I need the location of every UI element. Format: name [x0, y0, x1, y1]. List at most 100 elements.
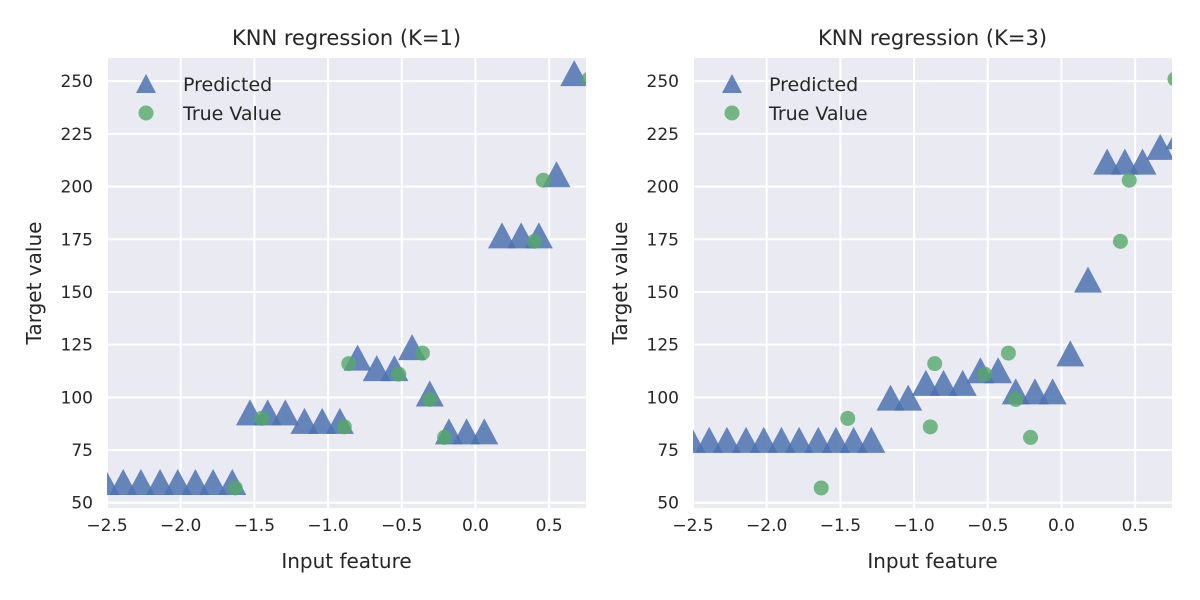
legend-label: True Value — [768, 103, 868, 125]
true-value-point — [840, 410, 856, 426]
x-tick-label: −2.0 — [160, 516, 201, 536]
predicted-point — [767, 426, 796, 453]
legend-label: Predicted — [769, 74, 858, 96]
predicted-point — [271, 399, 300, 426]
predicted-point — [1073, 266, 1102, 293]
x-tick-label: −1.0 — [307, 516, 348, 536]
true-value-point — [927, 356, 943, 372]
subplot-1: −2.5 −2.0 −1.5 −1.0 −0.5 0.0 0.5 50 75 100 125 150 1… — [22, 26, 586, 573]
x-tick-label: −0.5 — [967, 516, 1008, 536]
data-points — [693, 72, 1172, 496]
x-tick-label: −2.5 — [672, 516, 713, 536]
y-tick-label: 75 — [71, 441, 93, 461]
legend-label: True Value — [182, 103, 282, 125]
predicted-point — [126, 468, 155, 495]
predicted-point — [109, 468, 138, 495]
true-value-point — [977, 366, 993, 382]
x-tick-label: 0.5 — [1122, 516, 1149, 536]
true-value-point — [437, 429, 453, 445]
legend-triangle-icon — [722, 74, 742, 93]
true-value-point — [535, 172, 551, 188]
plot-area — [107, 58, 586, 508]
true-value-point — [1112, 233, 1128, 249]
true-value-point — [227, 480, 243, 496]
predicted-point — [1146, 133, 1172, 160]
true-value-point — [1000, 345, 1016, 361]
x-tick-label: −0.5 — [381, 516, 422, 536]
predicted-point — [1165, 136, 1172, 150]
legend-circle-icon — [138, 105, 154, 121]
true-value-point — [391, 366, 407, 382]
y-tick-label: 225 — [647, 125, 679, 145]
predicted-point — [1128, 148, 1157, 175]
predicted-point — [821, 426, 850, 453]
predicted-point — [804, 426, 833, 453]
predicted-point — [911, 369, 940, 396]
y-tick-label: 75 — [657, 441, 679, 461]
x-tick-label: −2.0 — [746, 516, 787, 536]
predicted-point — [452, 418, 481, 445]
y-tick-label: 125 — [61, 336, 93, 356]
chart-title: KNN regression (K=1) — [232, 26, 461, 50]
predicted-point — [876, 384, 905, 411]
y-tick-label: 50 — [71, 494, 93, 514]
subplot-2: −2.5 −2.0 −1.5 −1.0 −0.5 0.0 0.5 50 75 100 125 150 1… — [608, 26, 1172, 573]
x-axis-label: Input feature — [281, 549, 411, 573]
y-tick-label: 150 — [61, 283, 93, 303]
legend: Predicted True Value — [722, 74, 868, 125]
x-tick-label: 0.5 — [536, 516, 563, 536]
x-tick-label: 0.0 — [1048, 516, 1075, 536]
legend-triangle-icon — [136, 74, 156, 93]
predicted-point — [163, 468, 192, 495]
y-axis-label: Target value — [608, 222, 632, 346]
true-value-point — [1167, 72, 1172, 86]
true-value-point — [254, 410, 270, 426]
predicted-point — [749, 426, 778, 453]
predicted-point — [181, 468, 210, 495]
x-axis-label: Input feature — [867, 549, 997, 573]
y-tick-label: 175 — [61, 230, 93, 250]
predicted-point — [732, 426, 761, 453]
true-value-point — [813, 480, 829, 496]
y-tick-label: 250 — [647, 72, 679, 92]
series-true-value — [813, 72, 1172, 496]
y-tick-label: 225 — [61, 125, 93, 145]
predicted-point — [1020, 378, 1049, 405]
true-value-point — [581, 72, 586, 86]
y-tick-label: 200 — [61, 178, 93, 198]
y-axis-label: Target value — [22, 222, 46, 346]
predicted-point — [693, 429, 706, 453]
legend-circle-icon — [724, 105, 740, 121]
true-value-point — [1023, 429, 1039, 445]
predicted-point — [1093, 148, 1122, 175]
predicted-point — [839, 426, 868, 453]
true-value-point — [922, 419, 938, 435]
predicted-point — [894, 384, 923, 411]
true-value-point — [1121, 172, 1137, 188]
y-tick-label: 200 — [647, 178, 679, 198]
y-tick-label: 100 — [61, 388, 93, 408]
legend-label: Predicted — [183, 74, 272, 96]
x-tick-label: −1.0 — [893, 516, 934, 536]
predicted-point — [199, 468, 228, 495]
y-tick-label: 175 — [647, 230, 679, 250]
x-tick-label: 0.0 — [462, 516, 489, 536]
predicted-point — [695, 426, 724, 453]
predicted-point — [1110, 148, 1139, 175]
y-tick-label: 250 — [61, 72, 93, 92]
chart-title: KNN regression (K=3) — [818, 26, 1047, 50]
true-value-point — [526, 233, 542, 249]
y-tick-label: 100 — [647, 388, 679, 408]
true-value-point — [341, 356, 357, 372]
predicted-point — [948, 369, 977, 396]
y-tick-label: 150 — [647, 283, 679, 303]
predicted-point — [308, 407, 337, 434]
true-value-point — [414, 345, 430, 361]
true-value-point — [422, 391, 438, 407]
y-tick-label: 125 — [647, 336, 679, 356]
x-tick-label: −1.5 — [234, 516, 275, 536]
legend: Predicted True Value — [136, 74, 282, 125]
y-tick-label: 50 — [657, 494, 679, 514]
predicted-point — [1038, 378, 1067, 405]
